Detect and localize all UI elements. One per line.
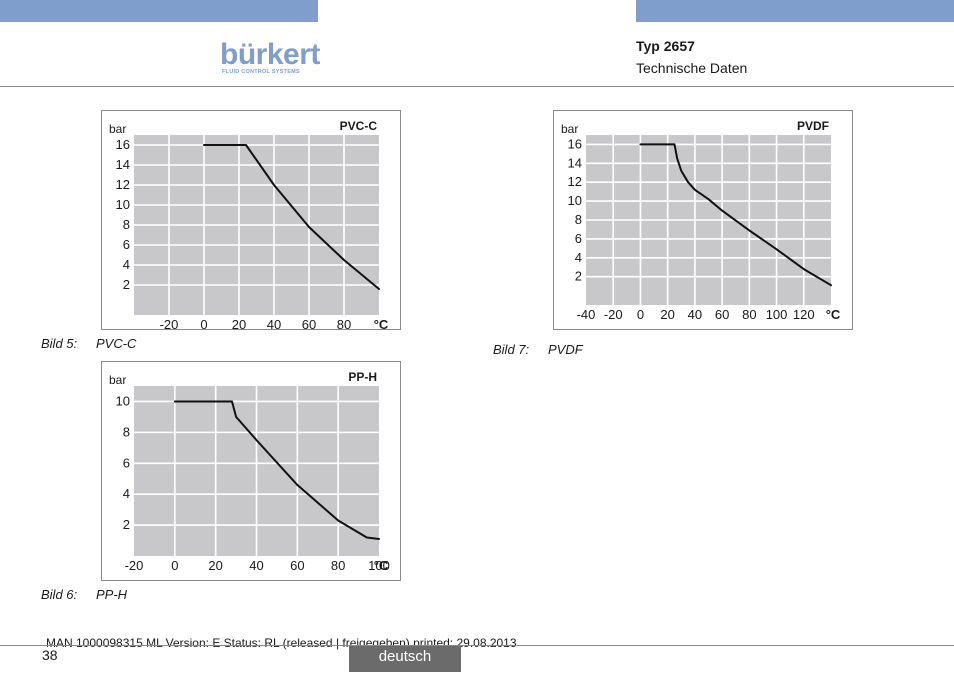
- chart-pvdf: 2 4 6 8 10 12 14 16 bar -40 -20 0 20 40 60 80 100 120 °C PV…: [553, 110, 853, 330]
- x-tick-label: -20: [160, 317, 179, 329]
- y-tick-label: 2: [575, 269, 582, 284]
- chart-title: PVDF: [797, 119, 829, 133]
- x-tick-label: 60: [290, 558, 304, 573]
- x-tick-label: 80: [742, 307, 756, 322]
- caption-number: Bild 7:: [493, 342, 530, 357]
- chart-title: PVC-C: [340, 119, 378, 133]
- chart-pp-h: 2 4 6 8 10 bar -20 0 20 40 60 80 100 °C PP-H: [101, 361, 401, 581]
- y-tick-label: 2: [123, 517, 130, 532]
- doc-type: Typ 2657: [636, 38, 695, 54]
- y-axis-label: bar: [109, 373, 126, 387]
- caption-text: PP-H: [96, 587, 128, 602]
- language-tab: deutsch: [349, 646, 461, 672]
- x-tick-label: -40: [577, 307, 596, 322]
- brand-tagline: FLUID CONTROL SYSTEMS: [222, 69, 300, 75]
- y-tick-label: 6: [123, 455, 130, 470]
- x-tick-label: 40: [688, 307, 702, 322]
- x-tick-label: 40: [249, 558, 263, 573]
- y-tick-label: 10: [116, 393, 130, 408]
- x-axis-unit: °C: [826, 307, 841, 322]
- brand-logo: bürkert FLUID CONTROL SYSTEMS: [220, 40, 320, 80]
- page-number: 38: [42, 647, 58, 663]
- y-tick-label: 6: [575, 231, 582, 246]
- y-axis-label: bar: [561, 122, 578, 136]
- x-tick-label: 80: [331, 558, 345, 573]
- series-line: [173, 400, 380, 540]
- header-bar-right: [636, 0, 954, 22]
- x-tick-label: 120: [793, 307, 815, 322]
- y-tick-label: 8: [575, 212, 582, 227]
- section-title: Technische Daten: [636, 60, 748, 76]
- x-tick-label: 20: [232, 317, 246, 329]
- chart-pvc-c: 2 4 6 8 10 12 14 16 bar -20 0 20 40 60 80 °C PVC-C: [101, 110, 401, 330]
- footer-divider: [0, 645, 954, 646]
- caption-number: Bild 6:: [41, 587, 78, 602]
- y-axis-label: bar: [109, 122, 126, 136]
- x-tick-label: 60: [302, 317, 316, 329]
- caption-number: Bild 5:: [41, 336, 78, 351]
- caption-text: PVC-C: [96, 336, 137, 351]
- series-line: [639, 143, 832, 287]
- header-divider: [0, 86, 954, 87]
- x-axis-unit: °C: [374, 317, 389, 329]
- y-tick-label: 16: [116, 137, 130, 152]
- x-tick-label: 20: [208, 558, 222, 573]
- x-tick-label: -20: [125, 558, 144, 573]
- y-tick-label: 12: [116, 177, 130, 192]
- y-tick-label: 2: [123, 277, 130, 292]
- x-tick-label: 100: [766, 307, 788, 322]
- y-tick-label: 4: [575, 250, 582, 265]
- y-tick-label: 14: [116, 157, 130, 172]
- x-tick-label: 40: [267, 317, 281, 329]
- series-line: [203, 144, 380, 290]
- y-tick-label: 4: [123, 486, 130, 501]
- x-tick-label: 100: [368, 558, 390, 573]
- caption-bild7: Bild 7: PVDF: [493, 342, 583, 357]
- x-axis-unit: °C: [374, 558, 389, 573]
- y-tick-label: 12: [568, 174, 582, 189]
- y-tick-label: 8: [123, 217, 130, 232]
- x-tick-label: 20: [660, 307, 674, 322]
- y-tick-label: 8: [123, 424, 130, 439]
- x-tick-label: 0: [200, 317, 207, 329]
- y-tick-label: 10: [568, 193, 582, 208]
- y-tick-label: 10: [116, 197, 130, 212]
- y-tick-label: 6: [123, 237, 130, 252]
- y-tick-label: 16: [568, 136, 582, 151]
- chart-pp-h-svg: 2 4 6 8 10 bar -20 0 20 40 60 80 100°C PP-H: [109, 370, 390, 573]
- y-tick-label: 14: [568, 155, 582, 170]
- x-tick-label: 60: [715, 307, 729, 322]
- caption-text: PVDF: [548, 342, 583, 357]
- caption-bild5: Bild 5: PVC-C: [41, 336, 136, 351]
- x-tick-label: 0: [171, 558, 178, 573]
- x-tick-label: 80: [337, 317, 351, 329]
- x-tick-label: 0: [637, 307, 644, 322]
- brand-name: bürkert: [220, 38, 320, 71]
- caption-bild6: Bild 6: PP-H: [41, 587, 127, 602]
- chart-title: PP-H: [348, 370, 377, 384]
- header-bar-left: [0, 0, 318, 22]
- y-tick-label: 4: [123, 257, 130, 272]
- x-tick-label: -20: [604, 307, 623, 322]
